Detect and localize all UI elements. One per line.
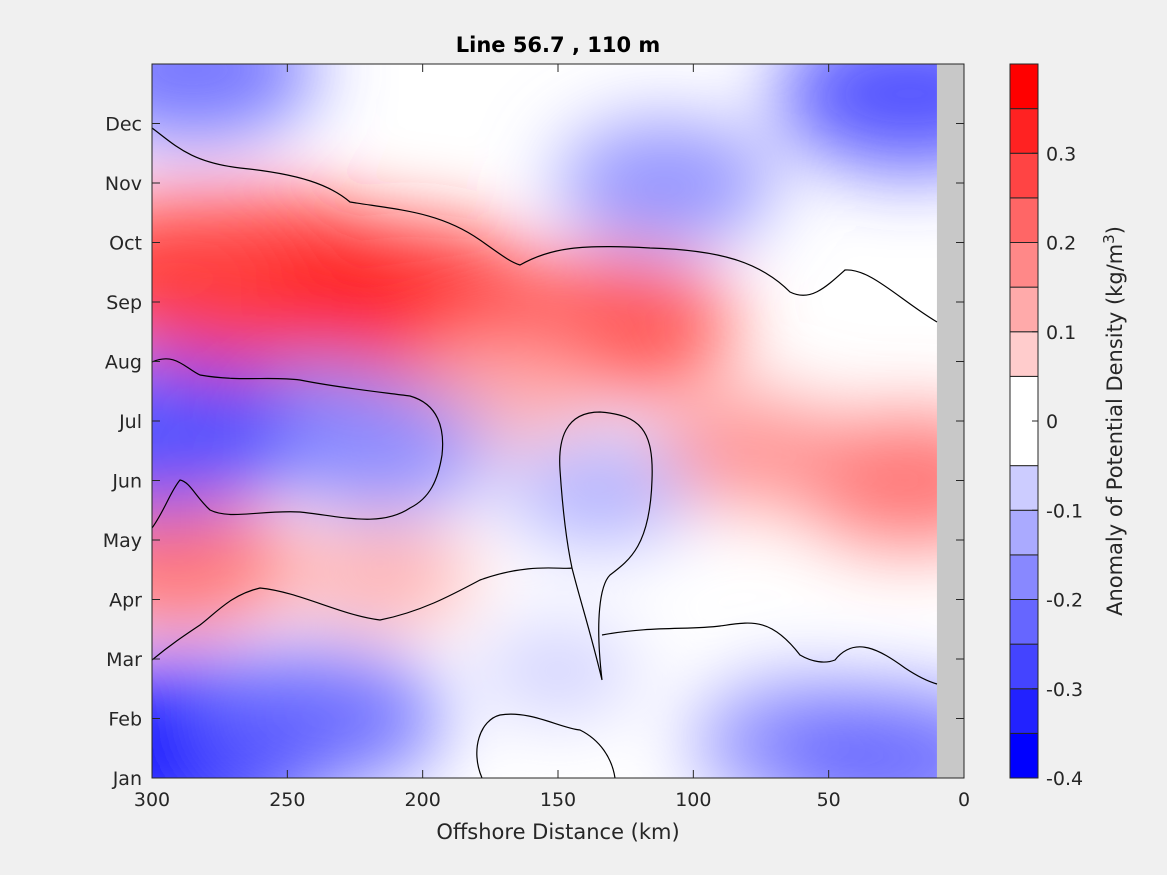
chart-title: Line 56.7 , 110 m [456, 33, 661, 57]
colorbar-tick-label: -0.3 [1046, 679, 1083, 701]
colorbar-band [1009, 599, 1039, 645]
colorbar-band [1009, 63, 1039, 110]
zero-contours [152, 127, 938, 778]
colorbar-tick-label: -0.4 [1046, 768, 1083, 790]
x-tick-label: 200 [405, 789, 441, 811]
y-tick-label: Sep [106, 292, 142, 314]
x-axis-label: Offshore Distance (km) [436, 820, 679, 844]
field-blob-11 [152, 64, 317, 142]
plot-area [151, 63, 965, 779]
colorbar-band [1009, 197, 1039, 243]
y-tick-label: Mar [106, 649, 142, 671]
colorbar-tick-label: 0.1 [1046, 322, 1076, 344]
colorbar-band [1009, 108, 1039, 154]
y-tick-label: Jul [118, 411, 142, 433]
field-blob-8 [649, 394, 846, 508]
colorbar-band [1009, 242, 1039, 288]
y-tick-label: Jun [111, 471, 142, 493]
colorbar-label: Anomaly of Potential Density (kg/m3) [1100, 226, 1127, 616]
zero-contour-upper [152, 127, 938, 323]
field-blob-20 [477, 624, 639, 718]
x-tick-label: 300 [134, 789, 170, 811]
colorbar-ticks: -0.4 -0.3 -0.2 -0.1 0 0.1 0.2 0.3 [1032, 143, 1083, 790]
x-tick-label: 50 [817, 789, 841, 811]
density-field [152, 64, 964, 778]
y-tick-label: Apr [109, 590, 142, 612]
colorbar-band [1009, 286, 1039, 333]
colorbar-band [1009, 331, 1039, 377]
colorbar-tick-label: -0.1 [1046, 500, 1083, 522]
colorbar-band [1009, 643, 1039, 690]
colorbar-band [1009, 465, 1039, 511]
field-blob-10 [196, 647, 444, 778]
colorbar-band [1009, 688, 1039, 734]
zero-contour-spring [152, 567, 573, 661]
colorbar-label-main: Anomaly of Potential Density (kg/m [1103, 244, 1127, 616]
field-blob-16 [272, 387, 492, 514]
colorbar-tick-label: 0.3 [1046, 143, 1076, 165]
y-tick-label: Nov [105, 173, 142, 195]
zero-contour-jan [476, 713, 616, 778]
colorbar-band [1009, 509, 1039, 556]
y-tick-label: Feb [108, 709, 142, 731]
field-blob-14 [506, 439, 691, 546]
y-tick-label: Jan [112, 768, 142, 790]
zero-contour-mar [601, 622, 938, 685]
y-tick-label: Oct [109, 233, 142, 255]
field-blob-5 [152, 497, 294, 631]
colorbar-tick-label: 0 [1046, 411, 1058, 433]
colorbar-tick-label: -0.2 [1046, 590, 1083, 612]
y-tick-label: Dec [105, 114, 142, 136]
x-tick-label: 250 [269, 789, 305, 811]
x-axis-ticks: 300 250 200 150 100 50 0 [134, 64, 970, 811]
y-tick-label: May [103, 530, 142, 552]
colorbar-label-superscript: 3 [1100, 234, 1118, 244]
x-tick-label: 0 [958, 789, 970, 811]
colorbar-label-end: ) [1103, 226, 1127, 234]
field-blob-13 [557, 120, 776, 246]
field-blob-17 [152, 353, 296, 513]
colorbar-band [1009, 152, 1039, 199]
colorbar-band [1009, 554, 1039, 600]
colorbar-tick-label: 0.2 [1046, 233, 1076, 255]
colorbar: -0.4 -0.3 -0.2 -0.1 0 0.1 0.2 0.3 Anomaly of Po… [1009, 63, 1127, 790]
x-tick-label: 150 [540, 789, 576, 811]
y-tick-label: Aug [105, 352, 142, 374]
x-tick-label: 100 [675, 789, 711, 811]
colorbar-band [1009, 732, 1039, 779]
field-blob-19 [772, 688, 964, 778]
zero-contour-loop [559, 411, 653, 681]
zero-contour-aug [152, 358, 444, 529]
field-blob-1 [152, 196, 312, 349]
field-blob-6 [290, 522, 475, 629]
y-axis-ticks: Jan Feb Mar Apr May Jun Jul Aug Sep Oct Nov Dec [103, 114, 964, 790]
field-blob-12 [777, 64, 964, 170]
